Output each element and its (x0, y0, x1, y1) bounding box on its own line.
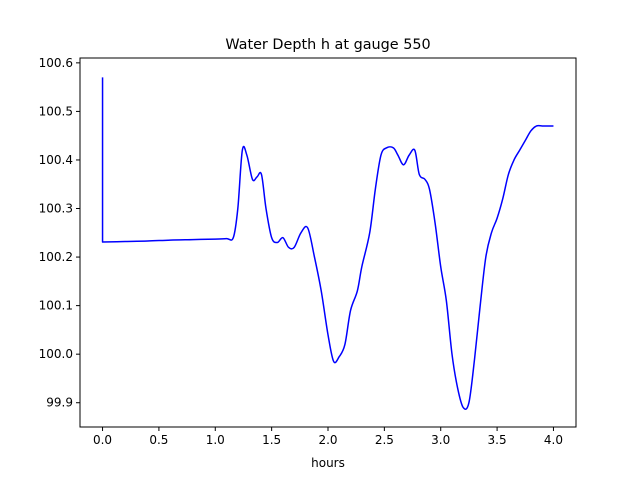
plot-frame (79, 57, 577, 428)
axis-ticks: 0.0 0.5 1.0 1.5 2.0 2.5 3.0 3.5 4.0 99.9 100.0 100.… (39, 56, 563, 447)
y-tick-label: 100.3 (39, 202, 73, 216)
x-tick-label: 3.5 (488, 433, 507, 447)
x-tick-label: 1.5 (262, 433, 281, 447)
x-tick-label: 2.5 (375, 433, 394, 447)
x-tick-label: 4.0 (544, 433, 563, 447)
x-tick-label: 2.0 (318, 433, 337, 447)
y-tick-label: 100.2 (39, 250, 73, 264)
x-tick-label: 0.5 (149, 433, 168, 447)
series-layer (101, 77, 554, 410)
y-tick-label: 100.5 (39, 104, 73, 118)
y-tick-label: 100.4 (39, 153, 73, 167)
x-axis-label: hours (311, 456, 345, 470)
y-tick-label: 100.6 (39, 56, 73, 70)
y-tick-label: 100.0 (39, 347, 73, 361)
x-tick-label: 0.0 (93, 433, 112, 447)
chart-title: Water Depth h at gauge 550 (225, 37, 430, 53)
x-tick-label: 3.0 (431, 433, 450, 447)
y-tick-label: 99.9 (46, 396, 73, 410)
y-tick-label: 100.1 (39, 299, 73, 313)
series-line-0 (101, 77, 554, 410)
x-tick-label: 1.0 (206, 433, 225, 447)
